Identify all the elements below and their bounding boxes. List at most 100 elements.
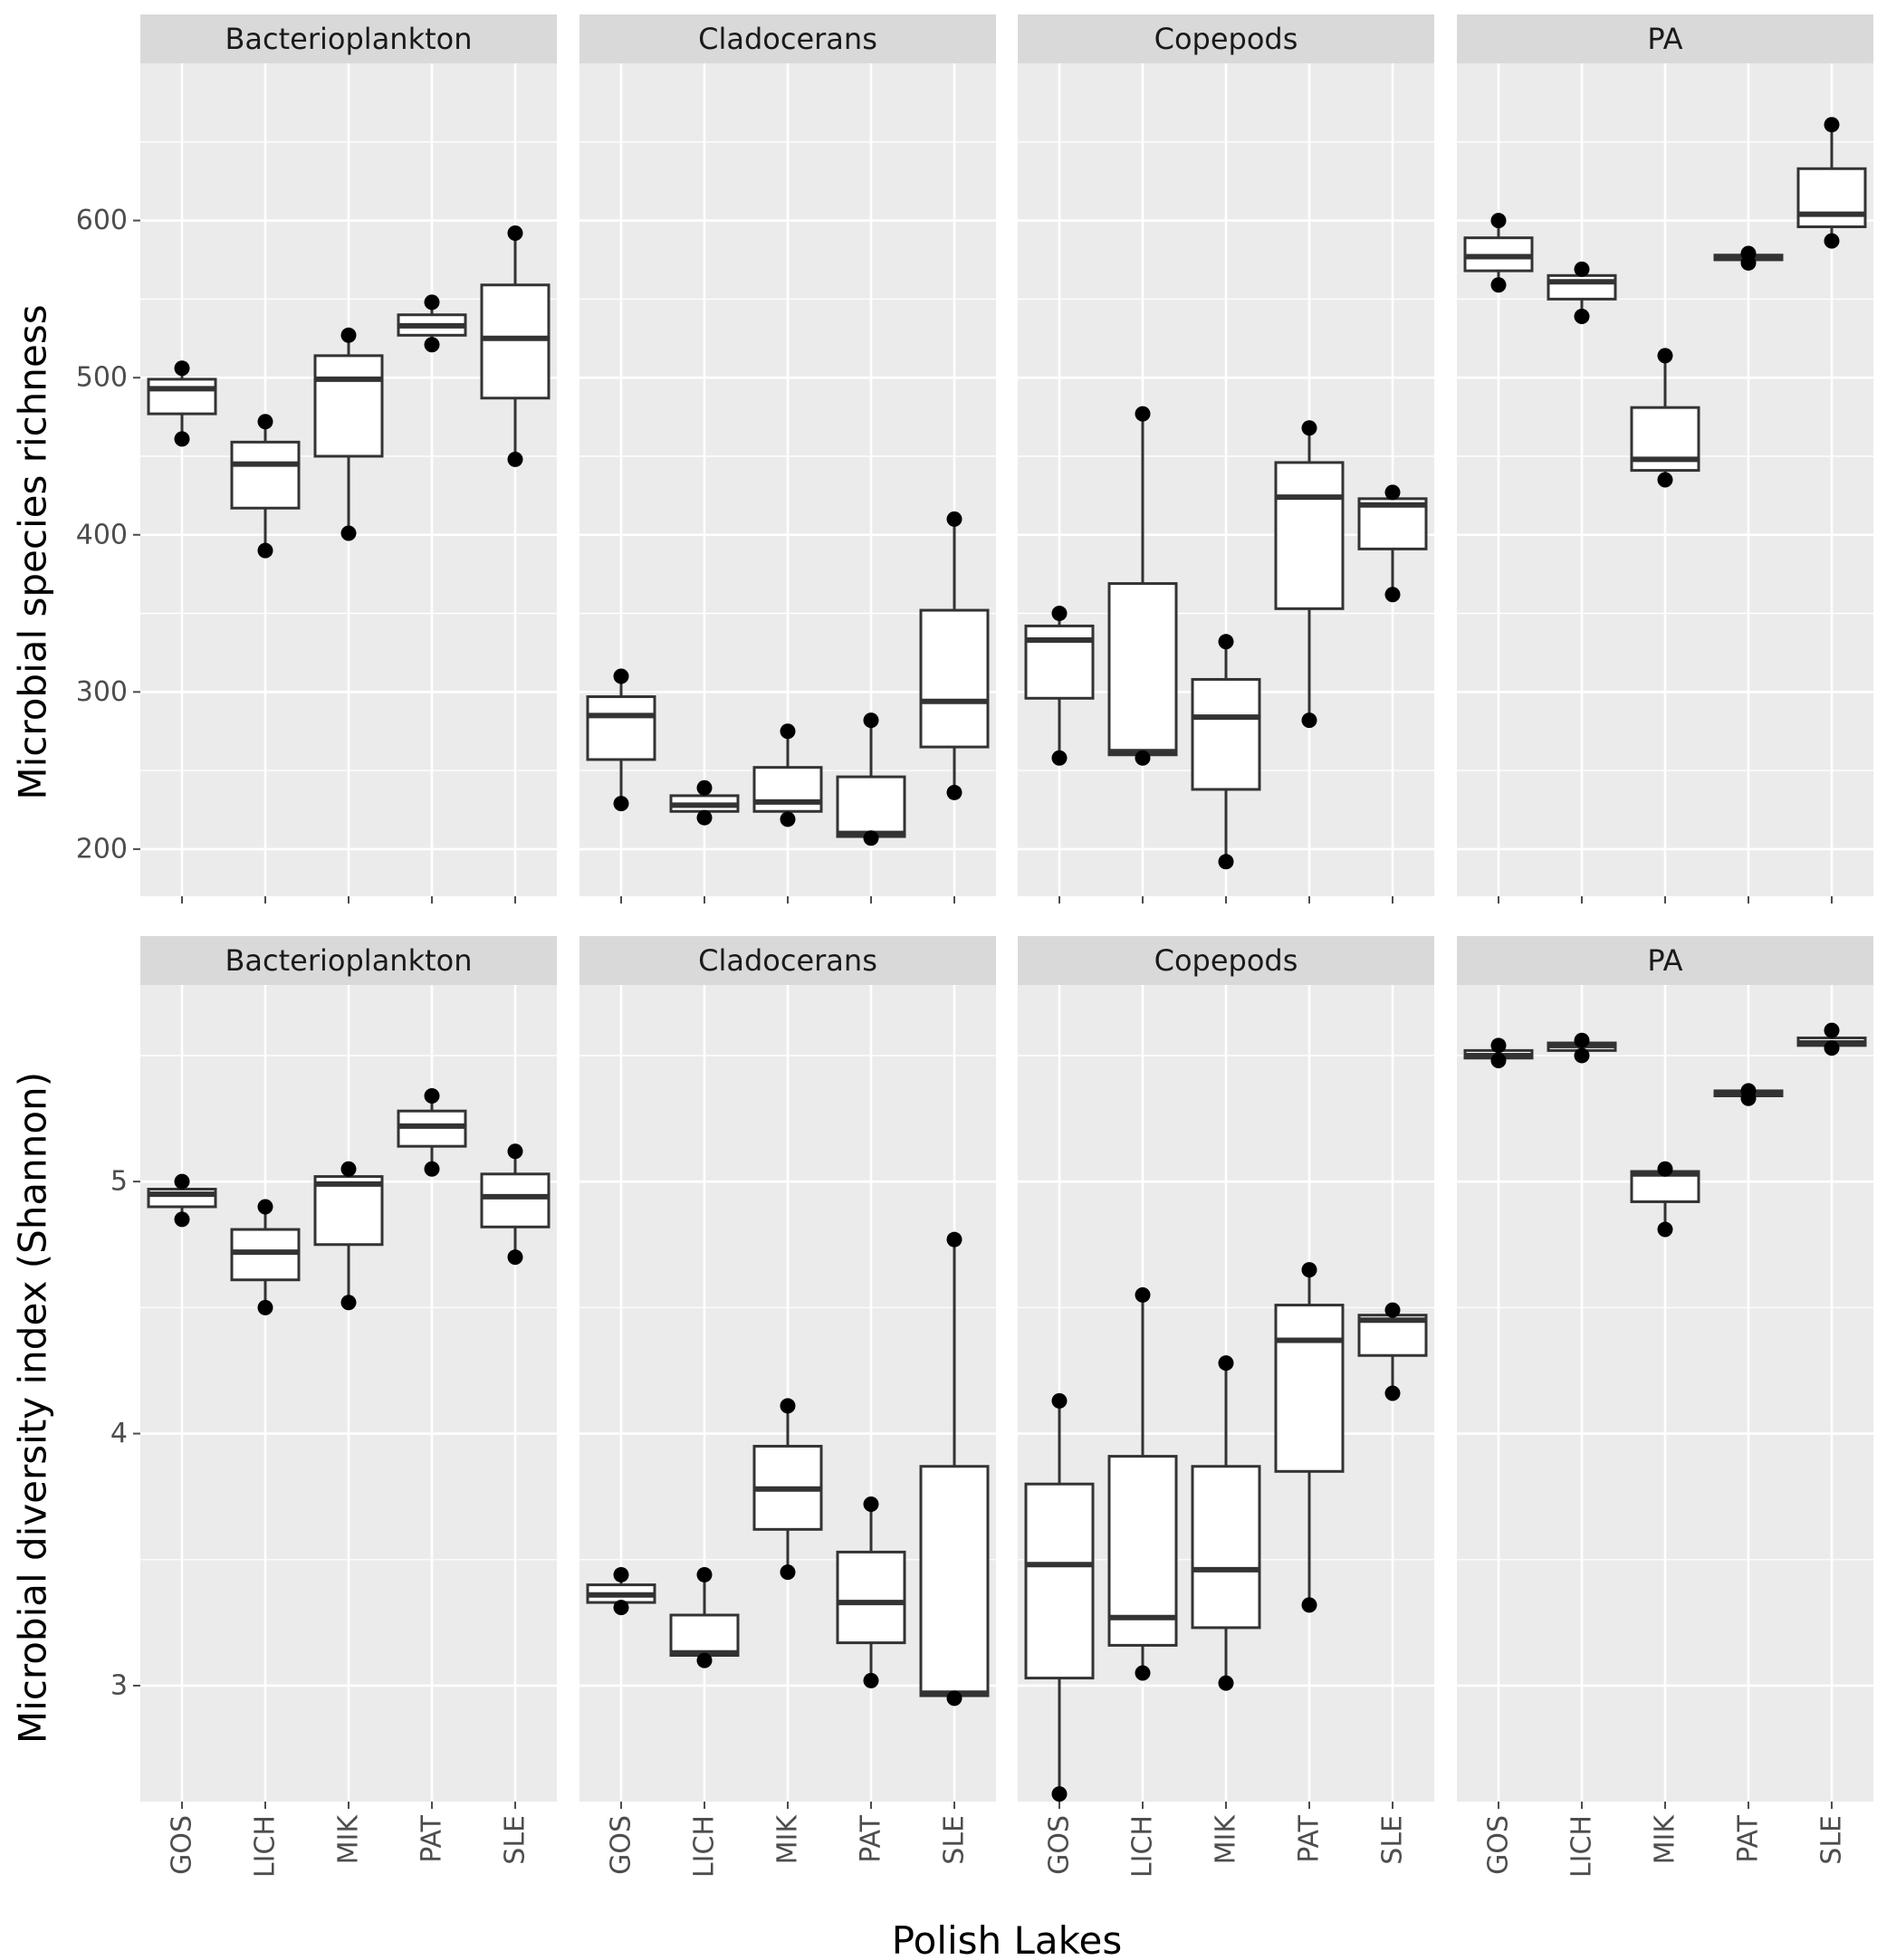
box-sle: [1357, 484, 1428, 603]
box-sle: [1796, 117, 1867, 249]
y-tick-label: 4: [110, 1418, 128, 1449]
x-tick-label: SLE: [939, 1815, 971, 1865]
data-point: [507, 225, 523, 241]
data-point: [424, 294, 440, 311]
y-tick-label: 500: [76, 362, 128, 394]
facet-row-2: Microbial diversity index (Shannon) 3 4 5 Ba…: [11, 936, 1873, 1878]
x-tick-label: LICH: [1127, 1815, 1159, 1878]
data-point: [613, 796, 629, 812]
box-gos: [1463, 213, 1534, 293]
rows-layer: Microbial species richness 200 300 400 500 60…: [11, 14, 1873, 1878]
box-iqr: [1191, 1465, 1261, 1630]
x-tick-label: SLE: [500, 1815, 531, 1865]
box-iqr: [919, 608, 990, 749]
x-tick-label: LICH: [1566, 1815, 1598, 1878]
x-tick-label: GOS: [606, 1815, 637, 1875]
box-mik: [313, 327, 384, 541]
box-iqr: [147, 378, 217, 416]
data-point: [863, 1496, 879, 1512]
y-tick-label: 5: [110, 1166, 128, 1198]
box-lich: [1547, 261, 1617, 324]
box-iqr: [1191, 677, 1261, 791]
box-iqr: [1107, 582, 1178, 757]
data-point: [1740, 1083, 1757, 1099]
panel-pa-row-2: PA GOS LICH MIK PAT SLE: [1457, 936, 1873, 1878]
data-point: [1824, 1040, 1840, 1056]
y-tick-label: 600: [76, 205, 128, 236]
facet-strip-label: Bacterioplankton: [225, 22, 472, 56]
data-point: [424, 1161, 440, 1177]
data-point: [257, 414, 273, 430]
data-point: [1135, 750, 1151, 766]
box-iqr: [480, 283, 551, 400]
x-tick-label: PAT: [856, 1814, 887, 1862]
data-point: [507, 1143, 523, 1160]
data-point: [946, 784, 962, 800]
y-tick-label: 300: [76, 676, 128, 708]
box-gos: [147, 1173, 217, 1228]
data-point: [424, 337, 440, 353]
x-tick-label: MIK: [772, 1814, 804, 1865]
data-point: [1657, 1221, 1673, 1238]
panel-copepods-row-1: Copepods: [1018, 14, 1434, 904]
x-tick-label: PAT: [1294, 1814, 1326, 1862]
box-gos: [586, 1566, 656, 1616]
x-tick-label: GOS: [167, 1815, 198, 1875]
y-tick-label: 400: [76, 519, 128, 550]
x-tick-label: MIK: [333, 1814, 365, 1865]
box-sle: [480, 1143, 551, 1266]
box-gos: [1024, 1392, 1095, 1802]
y-axis-title-row-2: Microbial diversity index (Shannon): [11, 1072, 55, 1744]
box-iqr: [752, 766, 823, 813]
box-sle: [1357, 1302, 1428, 1401]
box-lich: [1107, 406, 1178, 766]
data-point: [1490, 213, 1507, 229]
box-iqr: [1274, 1304, 1345, 1473]
facet-strip: [1018, 936, 1434, 985]
data-point: [1301, 420, 1317, 436]
facet-strip-label: Cladocerans: [698, 943, 877, 978]
box-iqr: [1024, 1482, 1095, 1680]
x-axis-title: Polish Lakes: [892, 1918, 1122, 1960]
data-point: [780, 1564, 796, 1581]
box-mik: [1630, 1161, 1700, 1238]
box-mik: [1630, 348, 1700, 488]
box-gos: [1463, 1037, 1534, 1069]
facet-strip: [140, 14, 557, 63]
data-point: [174, 431, 190, 447]
x-tick-label: SLE: [1377, 1815, 1409, 1865]
data-point: [257, 1199, 273, 1215]
data-point: [1574, 1032, 1590, 1048]
x-tick-label: PAT: [1733, 1814, 1765, 1862]
facet-strip: [1457, 14, 1873, 63]
box-pat: [836, 712, 906, 846]
box-sle: [480, 225, 551, 467]
box-iqr: [1107, 1455, 1178, 1647]
facet-strip-label: Cladocerans: [698, 22, 877, 56]
data-point: [946, 1231, 962, 1248]
data-point: [863, 712, 879, 729]
box-pat: [1713, 1083, 1784, 1106]
data-point: [1135, 1665, 1151, 1681]
data-point: [780, 811, 796, 827]
data-point: [1574, 1047, 1590, 1064]
box-mik: [313, 1161, 384, 1311]
data-point: [946, 1690, 962, 1707]
facet-strip: [579, 14, 996, 63]
box-lich: [669, 779, 740, 826]
facet-strip: [140, 936, 557, 985]
x-tick-label: SLE: [1816, 1815, 1848, 1865]
data-point: [696, 1652, 713, 1668]
data-point: [507, 451, 523, 467]
y-tick-label: 3: [110, 1669, 128, 1701]
box-mik: [752, 1398, 823, 1581]
data-point: [1824, 233, 1840, 249]
data-point: [1574, 261, 1590, 277]
data-point: [780, 1398, 796, 1414]
facet-strip-label: PA: [1647, 943, 1682, 978]
data-point: [340, 1295, 357, 1311]
facet-strip: [1457, 936, 1873, 985]
x-tick-label: PAT: [417, 1814, 448, 1862]
panel-pa-row-1: PA: [1457, 14, 1873, 904]
data-point: [1218, 1355, 1234, 1372]
